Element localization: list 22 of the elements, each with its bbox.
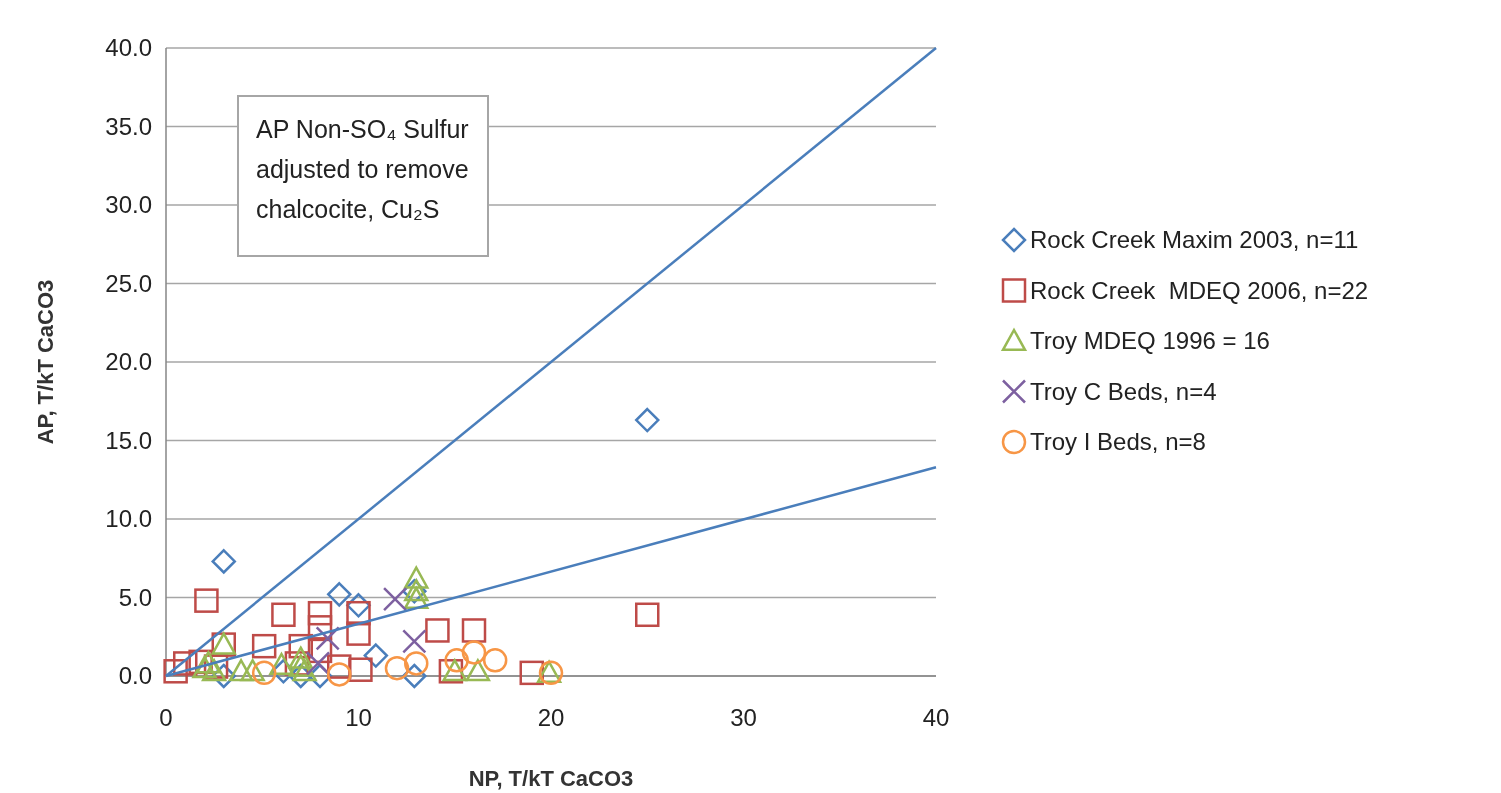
- y-tick-label: 25.0: [105, 269, 152, 297]
- legend-label: Rock Creek Maxim 2003, n=11: [1030, 226, 1359, 254]
- x-tick-label: 30: [730, 704, 757, 731]
- y-tick-label: 0.0: [118, 662, 152, 690]
- x-axis-title: NP, T/kT CaCO3: [468, 766, 634, 791]
- x-tick-label: 10: [345, 704, 372, 731]
- y-axis-title: AP, T/kT CaCO3: [33, 279, 58, 445]
- legend-label: Troy I Beds, n=8: [1030, 428, 1206, 456]
- legend-label: Troy C Beds, n=4: [1030, 377, 1217, 405]
- legend-label: Rock Creek MDEQ 2006, n=22: [1030, 276, 1369, 304]
- x-tick-label: 40: [922, 704, 950, 731]
- y-tick-label: 20.0: [105, 348, 152, 376]
- y-tick-label: 40.0: [105, 34, 152, 62]
- y-tick-label: 10.0: [105, 505, 152, 533]
- y-tick-label: 30.0: [105, 191, 152, 219]
- legend-label: Troy MDEQ 1996 = 16: [1030, 327, 1270, 355]
- y-tick-label: 5.0: [118, 583, 152, 611]
- annotation: AP Non-SO₄ Sulfur adjusted to remove chalcocite, Cu₂S: [256, 115, 469, 223]
- x-tick-label: 0: [159, 704, 173, 731]
- y-tick-label: 35.0: [105, 112, 152, 140]
- x-tick-label: 20: [537, 704, 565, 731]
- y-tick-label: 15.0: [105, 426, 152, 454]
